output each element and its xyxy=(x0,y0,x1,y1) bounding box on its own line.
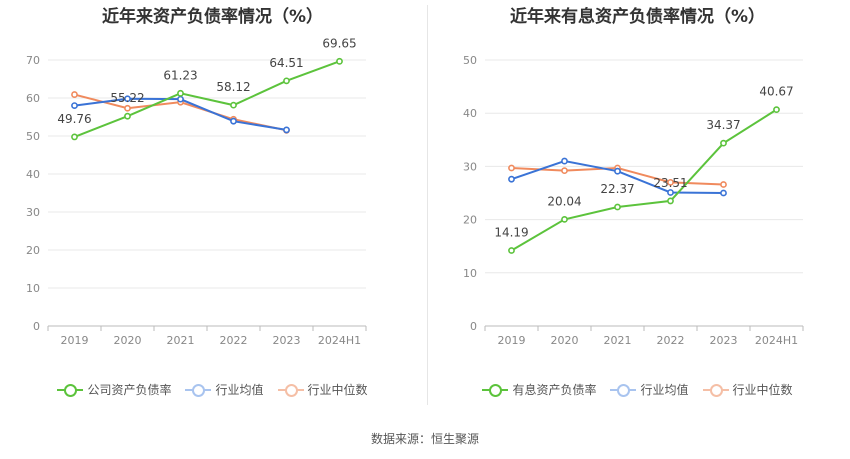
y-tick-label: 60 xyxy=(26,92,40,105)
x-tick-label: 2021 xyxy=(604,334,632,347)
legend: 有息资产负债率 行业均值 行业中位数 xyxy=(425,381,850,398)
legend-label: 行业均值 xyxy=(215,383,264,397)
legend-item-industry-average[interactable]: 行业均值 xyxy=(185,381,264,398)
right-chart-panel: 近年来有息资产负债率情况（%） 0 10 20 30 40 50 2019 2020 2021 2… xyxy=(425,0,850,410)
x-tick-label: 2019 xyxy=(61,334,89,347)
x-tick-label: 2024H1 xyxy=(755,334,798,347)
legend-marker-icon xyxy=(482,383,509,397)
data-label: 69.65 xyxy=(322,36,356,50)
company-series-point[interactable] xyxy=(614,203,621,211)
data-label: 58.12 xyxy=(216,80,250,94)
industry-average-series-point[interactable] xyxy=(283,126,290,134)
data-label: 14.19 xyxy=(494,226,528,240)
company-series-line xyxy=(74,60,340,138)
data-source-note: 数据来源：恒生聚源 xyxy=(370,432,479,446)
company-series-point[interactable] xyxy=(667,197,674,205)
industry-average-series-point[interactable] xyxy=(230,117,237,125)
legend-marker-icon xyxy=(702,383,729,397)
legend-marker-icon xyxy=(277,383,304,397)
y-tick-label: 50 xyxy=(463,54,477,67)
company-series-point[interactable] xyxy=(230,101,237,109)
company-series-line xyxy=(510,108,778,252)
company-series-point[interactable] xyxy=(124,112,131,120)
data-label: 64.51 xyxy=(269,56,303,70)
x-tick-label: 2022 xyxy=(657,334,685,347)
legend-label: 行业均值 xyxy=(640,383,689,397)
company-series-point[interactable] xyxy=(71,133,78,141)
x-tick-label: 2023 xyxy=(710,334,738,347)
company-series-point[interactable] xyxy=(283,77,290,85)
left-chart-panel: 近年来资产负债率情况（%） 0 10 20 30 40 50 60 70 2019 2020 202… xyxy=(0,0,425,410)
y-tick-label: 70 xyxy=(26,54,40,67)
legend: 公司资产负债率 行业均值 行业中位数 xyxy=(0,381,425,398)
y-tick-label: 30 xyxy=(26,206,40,219)
company-series-point[interactable] xyxy=(177,89,184,97)
legend-item-industry-median[interactable]: 行业中位数 xyxy=(277,381,368,398)
x-tick-label: 2023 xyxy=(273,334,301,347)
industry-median-series-point[interactable] xyxy=(71,91,78,98)
legend-marker-icon xyxy=(57,383,84,397)
data-label: 55.22 xyxy=(110,91,144,105)
industry-median-series-point[interactable] xyxy=(508,164,515,172)
industry-average-series-point[interactable] xyxy=(177,95,184,103)
industry-median-series-point[interactable] xyxy=(720,181,727,188)
industry-average-series-point[interactable] xyxy=(71,102,78,109)
data-label: 34.37 xyxy=(706,118,740,132)
legend-item-company[interactable]: 公司资产负债率 xyxy=(57,381,171,398)
y-tick-label: 10 xyxy=(26,282,40,295)
y-tick-label: 50 xyxy=(26,130,40,143)
legend-item-industry-median[interactable]: 行业中位数 xyxy=(702,381,793,398)
industry-median-series-point[interactable] xyxy=(667,178,674,186)
legend-label: 行业中位数 xyxy=(307,383,368,397)
x-tick-label: 2024H1 xyxy=(318,334,361,347)
data-label: 40.67 xyxy=(759,85,793,99)
x-tick-label: 2019 xyxy=(498,334,526,347)
legend-item-industry-average[interactable]: 行业均值 xyxy=(610,381,689,398)
legend-label: 公司资产负债率 xyxy=(87,383,172,397)
legend-marker-icon xyxy=(610,383,637,397)
x-tick-label: 2022 xyxy=(220,334,248,347)
industry-median-series-point[interactable] xyxy=(124,104,131,112)
data-label: 23.51 xyxy=(653,176,687,190)
company-series-point[interactable] xyxy=(336,57,343,65)
debt-ratio-chart: 0 10 20 30 40 50 60 70 2019 2020 2021 2022 2023 2024H… xyxy=(26,36,367,347)
data-label: 61.23 xyxy=(163,68,197,82)
legend-label: 行业中位数 xyxy=(732,383,793,397)
data-label: 49.76 xyxy=(57,112,91,126)
chart-title: 近年来有息资产负债率情况（%） xyxy=(509,7,766,27)
industry-median-series-point[interactable] xyxy=(561,167,568,175)
industry-average-series-point[interactable] xyxy=(508,175,515,183)
x-tick-label: 2020 xyxy=(551,334,579,347)
y-tick-label: 30 xyxy=(463,160,477,173)
legend-item-company[interactable]: 有息资产负债率 xyxy=(482,381,596,398)
x-tick-label: 2021 xyxy=(167,334,195,347)
industry-average-series-point[interactable] xyxy=(124,95,131,103)
chart-title: 近年来资产负债率情况（%） xyxy=(101,7,324,27)
interest-bearing-debt-ratio-chart: 0 10 20 30 40 50 2019 2020 2021 2022 2023 2024H1 14.… xyxy=(463,54,804,347)
industry-average-series-point[interactable] xyxy=(667,189,674,196)
industry-average-series-point[interactable] xyxy=(614,167,621,175)
industry-average-series-point[interactable] xyxy=(561,157,568,165)
industry-average-series-point[interactable] xyxy=(720,189,727,197)
data-label: 22.37 xyxy=(600,182,634,196)
panel-divider xyxy=(427,5,428,405)
y-tick-label: 20 xyxy=(463,214,477,227)
company-series-point[interactable] xyxy=(720,139,727,147)
y-tick-label: 0 xyxy=(470,320,477,333)
y-tick-label: 40 xyxy=(26,168,40,181)
y-tick-label: 0 xyxy=(33,320,40,333)
y-tick-label: 20 xyxy=(26,244,40,257)
company-series-point[interactable] xyxy=(561,215,568,223)
legend-marker-icon xyxy=(185,383,212,397)
x-tick-label: 2020 xyxy=(114,334,142,347)
company-series-point[interactable] xyxy=(773,106,780,114)
company-series-point[interactable] xyxy=(508,247,515,254)
data-label: 20.04 xyxy=(547,194,581,208)
legend-label: 有息资产负债率 xyxy=(512,383,597,397)
y-tick-label: 10 xyxy=(463,267,477,280)
y-tick-label: 40 xyxy=(463,107,477,120)
